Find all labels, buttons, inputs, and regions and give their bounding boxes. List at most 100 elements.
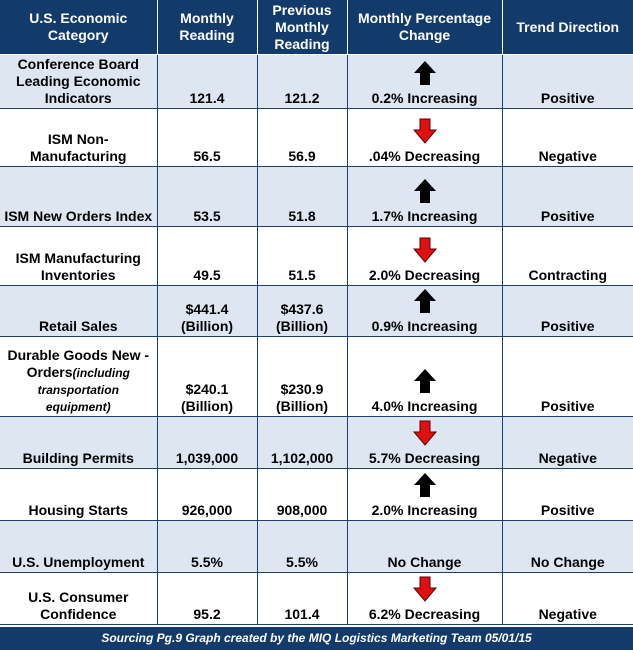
percentage-change-cell: 0.9% Increasing (347, 285, 503, 337)
percentage-change-label: 5.7% Decreasing (368, 450, 481, 466)
table-row: U.S. Unemployment 5.5% 5.5% No Change No Cha… (0, 520, 633, 573)
table-row: ISM New Orders Index 53.5 51.8 1.7% Increas… (0, 166, 633, 227)
table-row: ISM Non-Manufacturing 56.5 56.9 .04% Decrea… (0, 108, 633, 167)
category-label: U.S. Consumer Confidence (28, 589, 129, 622)
table-row: Durable Goods New -Orders(including tran… (0, 336, 633, 417)
footer-credit: Sourcing Pg.9 Graph created by the MIQ L… (0, 627, 633, 650)
percentage-change-label: 4.0% Increasing (371, 398, 478, 414)
header-monthly-reading: Monthly Reading (157, 0, 258, 55)
monthly-reading-cell: 1,039,000 (157, 416, 258, 469)
trend-direction-cell: Positive (502, 166, 633, 227)
trend-direction-cell: Negative (502, 572, 633, 625)
category-label: Retail Sales (38, 318, 118, 334)
table-row: Retail Sales $441.4 (Billion) $437.6 (Bill… (0, 285, 633, 337)
monthly-reading-cell: 95.2 (157, 572, 258, 625)
trend-direction-cell: Negative (502, 416, 633, 469)
previous-reading-cell: $437.6 (Billion) (257, 285, 348, 337)
down-arrow-icon (412, 118, 437, 144)
percentage-change-cell: No Change (347, 520, 503, 573)
percentage-change-cell: 2.0% Decreasing (347, 226, 503, 286)
percentage-change-label: No Change (387, 554, 462, 570)
percentage-change-label: 0.2% Increasing (371, 90, 478, 106)
category-cell: Housing Starts (0, 468, 158, 521)
category-note: (including transportation equipment) (37, 366, 130, 414)
percentage-change-cell: 0.2% Increasing (347, 54, 503, 109)
previous-reading-cell: 51.5 (257, 226, 348, 286)
monthly-reading-cell: 56.5 (157, 108, 258, 167)
previous-reading-cell: 101.4 (257, 572, 348, 625)
category-cell: Durable Goods New -Orders(including tran… (0, 336, 158, 417)
previous-reading-cell: 51.8 (257, 166, 348, 227)
category-label: Building Permits (22, 450, 134, 466)
category-cell: Building Permits (0, 416, 158, 469)
up-arrow-icon (413, 369, 436, 393)
table-body: Conference Board Leading Economic Indica… (0, 54, 633, 625)
category-cell: U.S. Unemployment (0, 520, 158, 573)
previous-reading-cell: 121.2 (257, 54, 348, 109)
monthly-reading-cell: 5.5% (157, 520, 258, 573)
percentage-change-label: 2.0% Decreasing (368, 267, 481, 283)
trend-direction-cell: Positive (502, 54, 633, 109)
trend-direction-cell: Negative (502, 108, 633, 167)
previous-reading-cell: 1,102,000 (257, 416, 348, 469)
category-cell: ISM Manufacturing Inventories (0, 226, 158, 286)
header-category: U.S. Economic Category (0, 0, 158, 55)
percentage-change-cell: 6.2% Decreasing (347, 572, 503, 625)
percentage-change-label: 6.2% Decreasing (368, 606, 481, 622)
down-arrow-icon (412, 576, 437, 602)
category-label: ISM Non-Manufacturing (30, 131, 127, 164)
header-row: U.S. Economic Category Monthly Reading P… (0, 0, 633, 55)
category-label: Durable Goods New -Orders (7, 347, 150, 380)
trend-direction-cell: Positive (502, 336, 633, 417)
up-arrow-icon (413, 179, 436, 203)
previous-reading-cell: 908,000 (257, 468, 348, 521)
category-cell: Retail Sales (0, 285, 158, 337)
monthly-reading-cell: 926,000 (157, 468, 258, 521)
table-row: Building Permits 1,039,000 1,102,000 5.7% D… (0, 416, 633, 469)
header-percentage-change: Monthly Percentage Change (347, 0, 503, 55)
percentage-change-cell: 1.7% Increasing (347, 166, 503, 227)
percentage-change-label: .04% Decreasing (368, 148, 481, 164)
up-arrow-icon (413, 473, 436, 497)
category-cell: ISM New Orders Index (0, 166, 158, 227)
category-label: U.S. Unemployment (12, 554, 145, 570)
monthly-reading-cell: 49.5 (157, 226, 258, 286)
trend-direction-cell: No Change (502, 520, 633, 573)
category-cell: ISM Non-Manufacturing (0, 108, 158, 167)
table-row: ISM Manufacturing Inventories 49.5 51.5 2.0… (0, 226, 633, 286)
down-arrow-icon (412, 237, 437, 263)
category-label: Conference Board Leading Economic Indica… (16, 56, 141, 106)
economic-indicators-table: U.S. Economic Category Monthly Reading P… (0, 0, 633, 625)
category-label: ISM Manufacturing Inventories (15, 250, 141, 283)
previous-reading-cell: 56.9 (257, 108, 348, 167)
monthly-reading-cell: 53.5 (157, 166, 258, 227)
category-label: ISM New Orders Index (4, 208, 153, 224)
trend-direction-cell: Contracting (502, 226, 633, 286)
monthly-reading-cell: $240.1 (Billion) (157, 336, 258, 417)
trend-direction-cell: Positive (502, 468, 633, 521)
table-row: U.S. Consumer Confidence 95.2 101.4 6.2% De… (0, 572, 633, 625)
category-label: Housing Starts (28, 502, 129, 518)
category-cell: Conference Board Leading Economic Indica… (0, 54, 158, 109)
header-previous-reading: Previous Monthly Reading (257, 0, 348, 55)
percentage-change-cell: 2.0% Increasing (347, 468, 503, 521)
monthly-reading-cell: 121.4 (157, 54, 258, 109)
category-cell: U.S. Consumer Confidence (0, 572, 158, 625)
percentage-change-cell: 4.0% Increasing (347, 336, 503, 417)
previous-reading-cell: 5.5% (257, 520, 348, 573)
percentage-change-cell: .04% Decreasing (347, 108, 503, 167)
trend-direction-cell: Positive (502, 285, 633, 337)
percentage-change-label: 1.7% Increasing (371, 208, 478, 224)
header-trend-direction: Trend Direction (502, 0, 633, 55)
percentage-change-cell: 5.7% Decreasing (347, 416, 503, 469)
previous-reading-cell: $230.9 (Billion) (257, 336, 348, 417)
table-row: Housing Starts 926,000 908,000 2.0% Increas… (0, 468, 633, 521)
up-arrow-icon (413, 289, 436, 313)
monthly-reading-cell: $441.4 (Billion) (157, 285, 258, 337)
down-arrow-icon (412, 420, 437, 446)
percentage-change-label: 2.0% Increasing (371, 502, 478, 518)
up-arrow-icon (413, 61, 436, 85)
table-row: Conference Board Leading Economic Indica… (0, 54, 633, 109)
percentage-change-label: 0.9% Increasing (371, 318, 478, 334)
